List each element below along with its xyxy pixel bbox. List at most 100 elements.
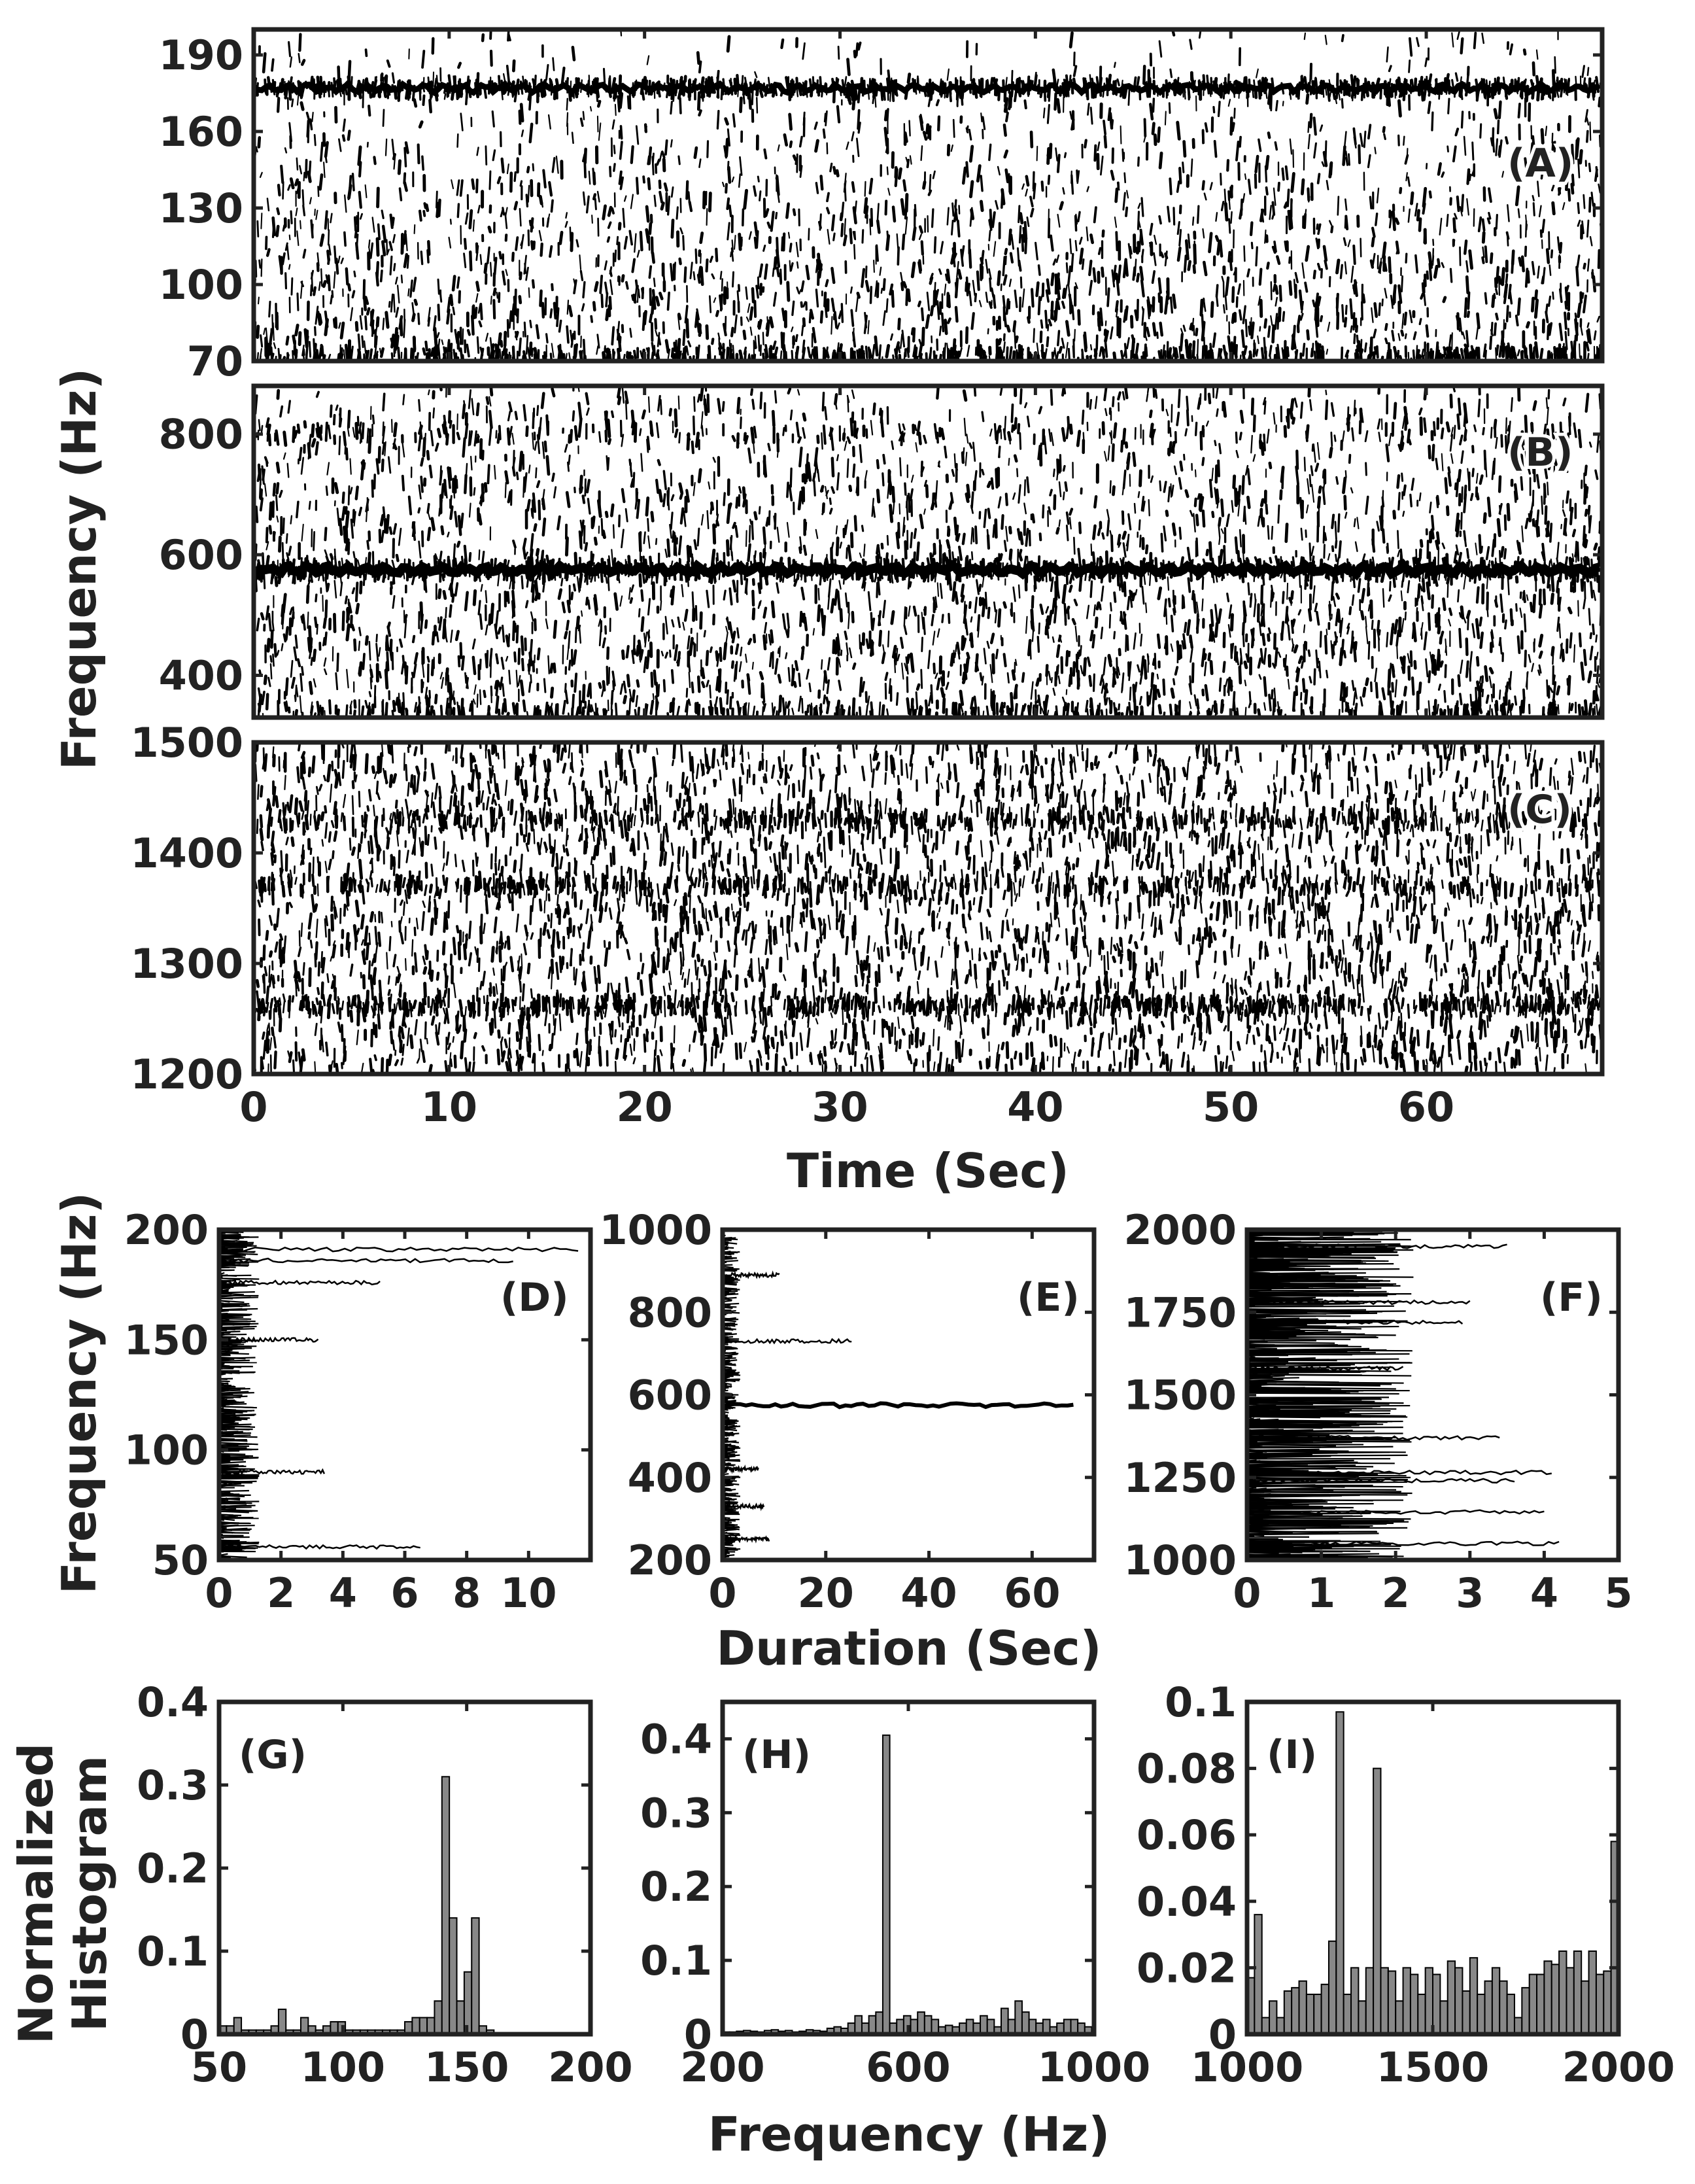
spectrogram-mark (921, 307, 925, 322)
spectrogram-mark (364, 48, 368, 58)
spectrogram-mark (393, 154, 396, 170)
spectrogram-mark (1055, 147, 1058, 162)
spectrogram-mark (1317, 343, 1322, 352)
spectrogram-mark (747, 303, 751, 313)
spectrogram-mark (664, 651, 668, 659)
spectrogram-mark (320, 268, 323, 287)
spectrogram-mark (1292, 704, 1296, 712)
spectrogram-mark (1376, 521, 1380, 532)
spectrogram-mark (301, 523, 304, 542)
spectrogram-mark (596, 99, 602, 108)
spectrogram-mark (1103, 135, 1108, 149)
spectrogram-mark (1416, 37, 1420, 47)
spectrogram-mark (1456, 30, 1460, 40)
spectrogram-mark (300, 87, 305, 99)
spectrogram-mark (1112, 667, 1116, 685)
spectrogram-mark (1097, 247, 1102, 255)
spectrogram-mark (848, 612, 850, 629)
spectrogram-mark (762, 244, 766, 252)
spectrogram-mark (819, 175, 824, 191)
spectrogram-mark (1008, 457, 1010, 466)
spectrogram-mark (1464, 239, 1468, 255)
spectrogram-mark (1495, 288, 1498, 296)
spectrogram-mark (539, 289, 543, 307)
spectrogram-mark (1274, 647, 1278, 667)
spectrogram-mark (494, 695, 500, 714)
spectrogram-mark (1460, 327, 1464, 336)
spectrogram-mark (525, 335, 529, 355)
spectrogram-mark (436, 631, 439, 643)
spectrogram-mark (496, 176, 502, 184)
spectrogram-mark (920, 145, 923, 162)
spectrogram-mark (1228, 218, 1231, 234)
spectrogram-mark (608, 296, 612, 311)
spectrogram-mark (762, 526, 766, 546)
spectrogram-mark (1159, 480, 1162, 492)
spectrogram-mark (375, 237, 380, 257)
spectrogram-mark (1057, 330, 1061, 347)
spectrogram-mark (745, 286, 748, 300)
spectrogram-mark (1122, 192, 1126, 211)
spectrogram-mark (968, 145, 974, 163)
spectrogram-mark (369, 348, 373, 360)
spectrogram-mark (1229, 257, 1233, 271)
spectrogram-mark (1129, 245, 1133, 255)
spectrogram-mark (1431, 515, 1435, 531)
spectrogram-mark (918, 225, 923, 234)
spectrogram-mark (1221, 275, 1224, 283)
spectrogram-mark (1540, 162, 1545, 180)
spectrogram-mark (973, 386, 977, 397)
spectrogram-mark (617, 332, 622, 353)
spectrogram-mark (492, 287, 497, 296)
spectrogram-mark (919, 114, 924, 124)
spectrogram-mark (1352, 127, 1357, 146)
spectrogram-mark (946, 539, 951, 549)
spectrogram-mark (411, 313, 416, 322)
spectrogram-mark (1498, 275, 1502, 285)
spectrogram-mark (1162, 344, 1165, 361)
spectrogram-mark (631, 689, 636, 703)
spectrogram-mark (1268, 461, 1273, 470)
spectrogram-mark (852, 231, 857, 240)
spectrogram-mark (1305, 529, 1307, 538)
spectrogram-mark (1032, 171, 1035, 190)
spectrogram-mark (1058, 277, 1061, 290)
spectrogram-mark (500, 157, 505, 174)
spectrogram-mark (1112, 351, 1117, 361)
spectrogram-mark (715, 676, 720, 691)
spectrogram-mark (809, 309, 814, 320)
spectrogram-mark (830, 486, 835, 494)
spectrogram-mark (288, 41, 292, 58)
spectrogram-mark (705, 258, 709, 273)
spectrogram-mark (1076, 430, 1082, 447)
spectrogram-mark (1182, 633, 1187, 650)
spectrogram-mark (1281, 472, 1284, 489)
spectrogram-mark (437, 344, 441, 360)
spectrogram-mark (1029, 130, 1034, 148)
spectrogram-mark (504, 234, 508, 242)
spectrogram-mark (318, 281, 321, 291)
spectrogram-mark (1451, 78, 1455, 90)
spectrogram-mark (475, 281, 480, 292)
spectrogram-mark (764, 263, 768, 280)
spectrogram-mark (336, 652, 339, 672)
spectrogram-mark (387, 456, 392, 474)
spectrogram-mark (1314, 292, 1319, 312)
spectrogram-mark (471, 655, 477, 676)
spectrogram-mark (1218, 517, 1222, 527)
spectrogram-mark (1179, 332, 1184, 352)
spectrogram-mark (436, 428, 442, 438)
spectrogram-mark (923, 479, 927, 487)
spectrogram-mark (865, 205, 869, 219)
spectrogram-mark (1151, 122, 1156, 135)
spectrogram-mark (1224, 294, 1228, 311)
spectrogram-mark (424, 203, 430, 213)
spectrogram-mark (1110, 326, 1114, 340)
spectrogram-mark (1110, 602, 1112, 612)
spectrogram-mark (1350, 266, 1354, 283)
spectrogram-mark (1494, 322, 1497, 336)
spectrogram-mark (1267, 627, 1271, 634)
spectrogram-mark (300, 280, 303, 299)
spectrogram-mark (328, 243, 332, 256)
spectrogram-mark (582, 281, 586, 299)
